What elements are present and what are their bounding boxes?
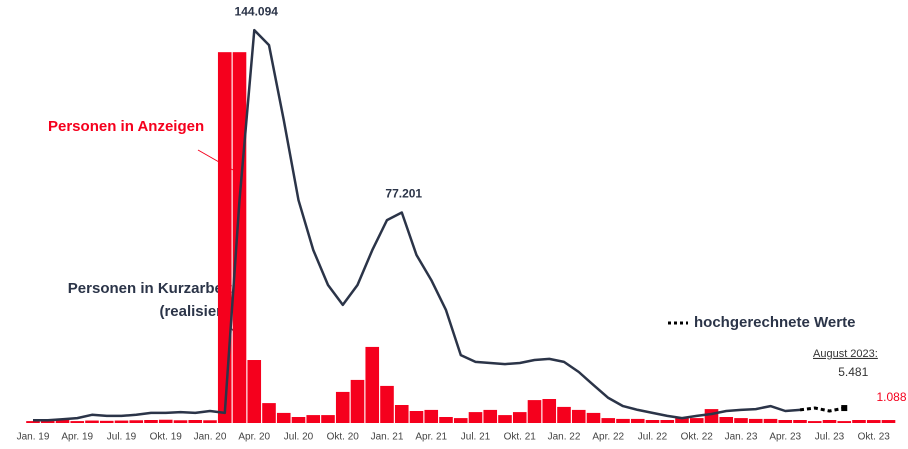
x-tick-label: Okt. 19	[150, 432, 183, 443]
bar	[232, 52, 247, 423]
bar	[822, 420, 837, 423]
bar	[571, 409, 586, 423]
bar	[793, 420, 807, 423]
x-tick-label: Jul. 21	[461, 432, 491, 443]
bar	[158, 419, 173, 423]
x-tick-label: Jul. 23	[815, 432, 845, 443]
x-tick-label: Jul. 20	[284, 432, 314, 443]
x-tick-label: Jan. 23	[725, 432, 758, 443]
bar	[262, 403, 276, 423]
bar	[26, 421, 40, 423]
bar	[645, 420, 660, 423]
bar	[409, 411, 424, 423]
bar	[866, 420, 881, 423]
bar	[542, 399, 557, 423]
bar	[173, 420, 188, 423]
annotation: August 2023:	[813, 348, 878, 360]
value-label: 1.088	[877, 390, 907, 404]
bar	[247, 360, 262, 423]
bar	[778, 420, 793, 423]
projection-line	[799, 406, 845, 413]
bar	[852, 420, 866, 423]
bar	[734, 418, 748, 423]
x-tick-label: Okt. 22	[681, 432, 714, 443]
bar	[675, 418, 689, 423]
bar	[601, 418, 616, 423]
bar	[114, 420, 129, 423]
bar	[807, 421, 822, 423]
bar	[837, 421, 852, 423]
bar	[217, 52, 232, 423]
bar	[586, 412, 601, 423]
x-tick-label: Okt. 20	[327, 432, 360, 443]
x-tick-label: Jan. 21	[371, 432, 404, 443]
bar	[335, 391, 350, 423]
bar	[99, 420, 114, 423]
bar	[188, 420, 203, 423]
x-tick-label: Jul. 19	[107, 432, 137, 443]
x-tick-label: Apr. 19	[61, 432, 93, 443]
bar	[719, 417, 734, 423]
x-tick-label: Okt. 21	[504, 432, 537, 443]
value-label: 144.094	[235, 4, 279, 18]
bar	[881, 420, 896, 423]
x-tick-label: Jul. 22	[638, 432, 668, 443]
bar	[660, 420, 675, 423]
bar	[85, 420, 99, 423]
bar	[203, 420, 217, 423]
value-label: 77.201	[385, 187, 422, 201]
bar	[689, 418, 704, 423]
x-tick-label: Jan. 20	[194, 432, 227, 443]
value-label: 5.481	[838, 365, 868, 379]
bar	[468, 412, 483, 423]
line-series-label: Personen in Kurzarbeit (realisiert)	[67, 280, 232, 320]
bar	[291, 417, 306, 423]
bar	[483, 409, 498, 423]
bar	[350, 379, 365, 423]
bar	[453, 418, 468, 423]
projection-legend-label: hochgerechnete Werte	[694, 314, 855, 331]
bar	[616, 418, 630, 423]
bar	[748, 418, 763, 423]
bar	[144, 420, 158, 423]
line	[33, 28, 801, 422]
bar	[630, 418, 645, 423]
bar	[380, 385, 394, 423]
bar	[306, 415, 321, 423]
x-tick-label: Okt. 23	[858, 432, 891, 443]
bar	[557, 406, 571, 423]
bar	[129, 420, 144, 423]
bar	[498, 415, 512, 423]
x-tick-label: Apr. 22	[592, 432, 624, 443]
end-marker	[841, 405, 848, 412]
x-tick-label: Jan. 19	[17, 432, 50, 443]
bar	[276, 412, 291, 423]
bar	[704, 409, 719, 423]
bar	[439, 417, 453, 423]
x-tick-label: Apr. 21	[415, 432, 447, 443]
bar	[512, 412, 527, 423]
x-tick-label: Jan. 22	[548, 432, 581, 443]
bar	[527, 400, 542, 423]
bar	[55, 420, 70, 423]
bar	[394, 405, 409, 423]
bar	[424, 409, 439, 423]
bar	[365, 346, 380, 423]
x-tick-label: Apr. 20	[238, 432, 270, 443]
bar-series-label: Personen in Anzeigen	[48, 118, 205, 135]
x-tick-label: Apr. 23	[769, 432, 801, 443]
bar	[763, 418, 778, 423]
bar	[70, 421, 85, 423]
bar	[321, 415, 335, 423]
